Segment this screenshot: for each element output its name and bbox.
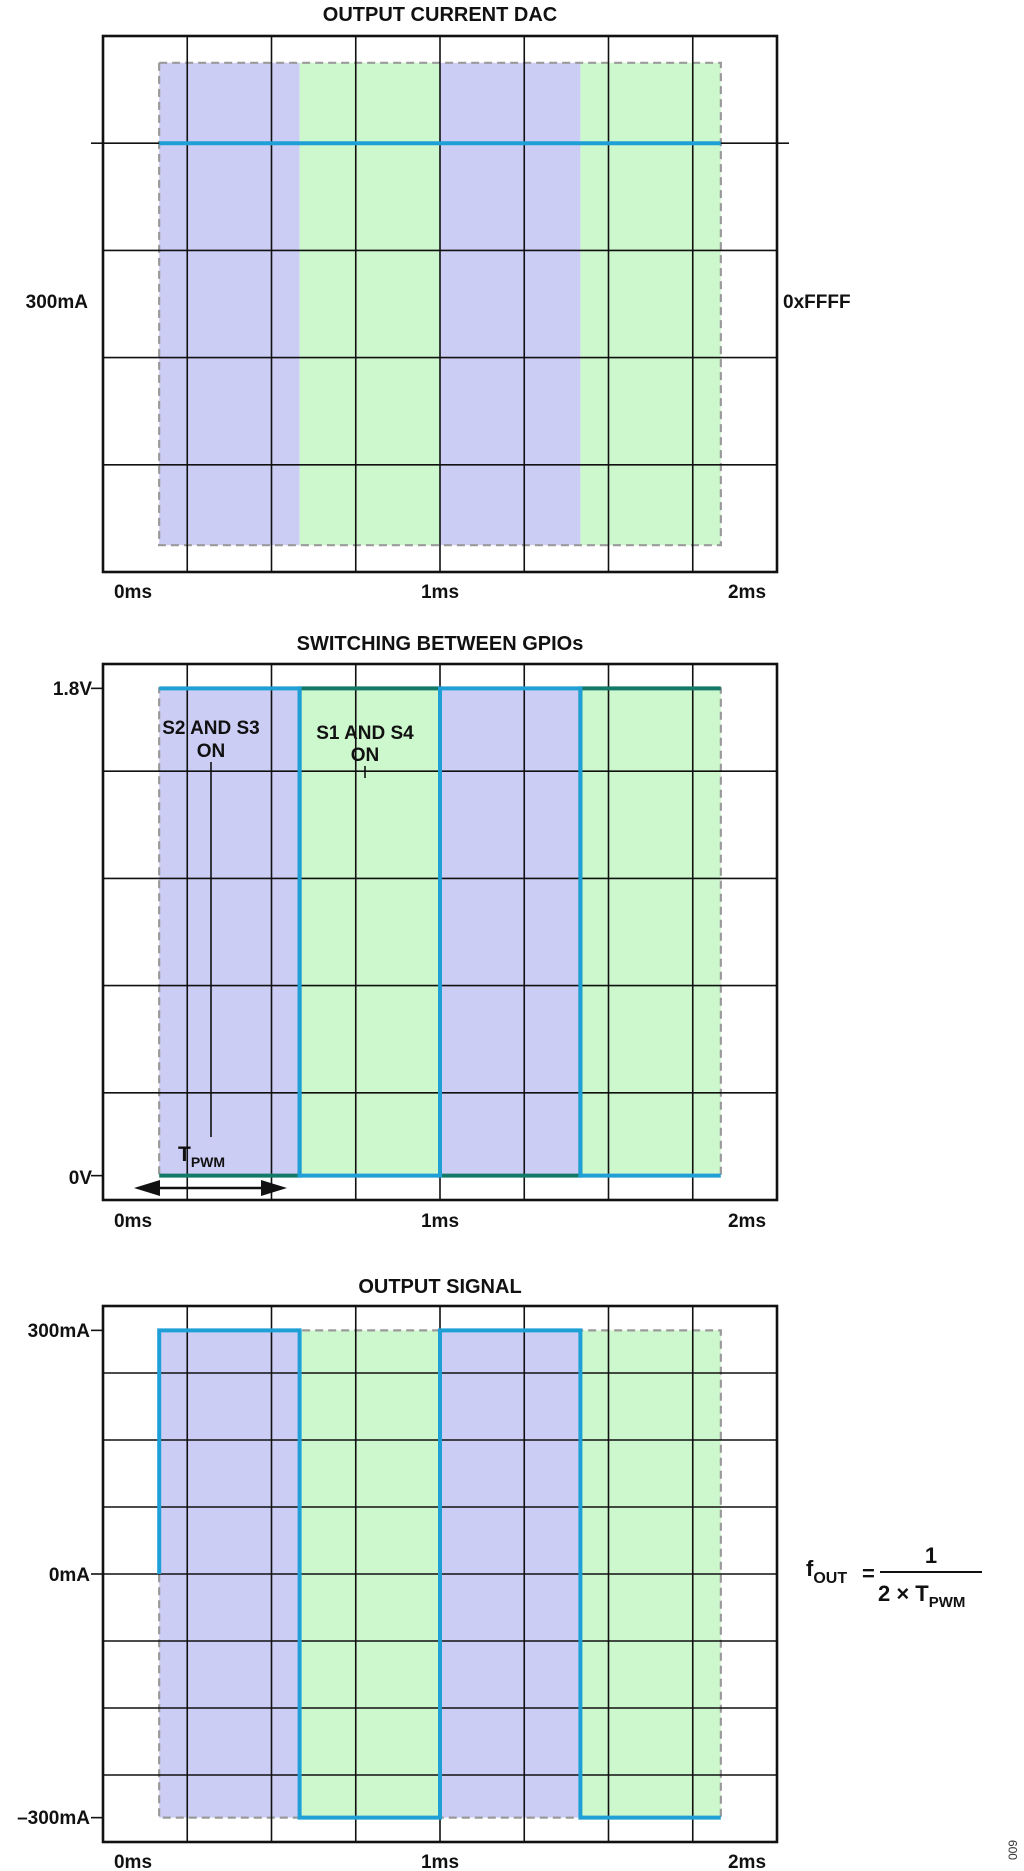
annotation-on: ON — [197, 741, 226, 762]
x-tick-label: 0ms — [114, 1852, 152, 1871]
series-line — [159, 686, 721, 1178]
phase-region — [159, 688, 300, 1176]
x-tick-label: 0ms — [114, 582, 152, 603]
arrowhead-right-icon — [261, 1180, 287, 1196]
x-tick-label: 2ms — [728, 1211, 766, 1232]
series-line — [157, 1328, 721, 1820]
chart-title: OUTPUT CURRENT DAC — [323, 4, 557, 26]
tpwm-label: TPWM — [178, 1143, 225, 1170]
phase-region — [580, 62, 721, 546]
formula-denominator: 2 × TPWM — [878, 1581, 965, 1611]
chart-frame — [101, 34, 779, 574]
annotation-s1-s4: S1 AND S4 — [316, 723, 414, 744]
annotation-s2-s3: S2 AND S3 — [162, 718, 260, 739]
chart-title: OUTPUT SIGNAL — [358, 1276, 521, 1298]
chart-frame — [101, 662, 779, 1202]
plot-area — [91, 34, 789, 574]
frequency-formula: fOUT = 1 2 × TPWM — [806, 1543, 982, 1611]
x-tick-label: 2ms — [728, 1852, 766, 1871]
y-tick-label: 0V — [69, 1168, 93, 1189]
x-tick-label: 2ms — [728, 582, 766, 603]
chart-output-current-dac: OUTPUT CURRENT DAC 300mA 0xFFFF 0ms 1ms … — [26, 4, 851, 603]
x-tick-label: 1ms — [421, 1211, 459, 1232]
figure-number: 009 — [1006, 1840, 1020, 1860]
x-tick-label: 1ms — [421, 582, 459, 603]
y-tick-label: 300mA — [26, 292, 89, 313]
chart-frame — [101, 1304, 779, 1844]
y-tick-label: –300mA — [17, 1808, 90, 1829]
dac-code-label: 0xFFFF — [783, 292, 851, 313]
chart-switching-between-gpios: SWITCHING BETWEEN GPIOs 1.8V 0V S2 AND S… — [53, 633, 779, 1232]
annotation-on: ON — [351, 745, 380, 766]
y-tick-label: 300mA — [28, 1321, 91, 1342]
phase-region — [159, 62, 300, 546]
chart-title: SWITCHING BETWEEN GPIOs — [297, 633, 584, 655]
y-tick-label: 0mA — [49, 1565, 90, 1586]
formula-numerator: 1 — [925, 1543, 937, 1568]
plot-area — [91, 662, 779, 1202]
arrowhead-left-icon — [134, 1180, 160, 1196]
phase-region — [440, 688, 581, 1176]
formula-lhs: fOUT — [806, 1556, 847, 1587]
plot-area — [91, 1304, 779, 1844]
chart-output-signal: OUTPUT SIGNAL 300mA 0mA –300mA 0ms 1ms 2… — [17, 1276, 779, 1871]
phase-region — [299, 62, 440, 546]
x-tick-label: 0ms — [114, 1211, 152, 1232]
phase-region — [580, 688, 721, 1176]
phase-region — [299, 688, 440, 1176]
phase-region — [440, 62, 581, 546]
y-tick-label: 1.8V — [53, 679, 92, 700]
x-tick-label: 1ms — [421, 1852, 459, 1871]
formula-equals: = — [862, 1561, 875, 1586]
